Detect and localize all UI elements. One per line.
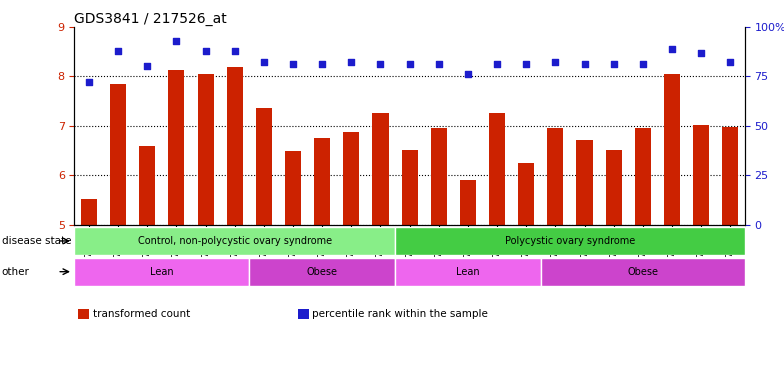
Point (374, 61, 387, 68)
Bar (81, 199, 97, 225)
Bar (74, 227, 395, 255)
Point (258, 60, 270, 66)
Point (287, 61, 299, 68)
Point (491, 61, 503, 68)
Point (695, 50, 707, 56)
Bar (249, 258, 395, 286)
Text: transformed count: transformed count (93, 309, 190, 319)
Point (637, 61, 649, 68)
Point (462, 71, 474, 78)
Text: Obese: Obese (307, 266, 338, 277)
Bar (664, 74, 680, 225)
Point (228, 48, 241, 54)
Bar (140, 146, 155, 225)
Bar (314, 138, 330, 225)
Bar (227, 68, 243, 225)
Text: percentile rank within the sample: percentile rank within the sample (312, 309, 488, 319)
Text: other: other (2, 266, 30, 277)
Bar (401, 151, 418, 225)
Text: disease state: disease state (2, 236, 71, 246)
Bar (395, 258, 541, 286)
Bar (198, 74, 214, 225)
Point (345, 60, 358, 66)
Point (724, 60, 736, 66)
Bar (635, 128, 651, 225)
Point (666, 46, 678, 52)
Point (520, 61, 532, 68)
Bar (256, 108, 272, 225)
Bar (74, 258, 249, 286)
Bar (605, 151, 622, 225)
Text: Polycystic ovary syndrome: Polycystic ovary syndrome (505, 236, 635, 246)
Point (112, 48, 125, 54)
Point (141, 63, 154, 70)
Text: Lean: Lean (150, 266, 174, 277)
Text: Obese: Obese (627, 266, 659, 277)
Bar (395, 227, 745, 255)
Text: GDS3841 / 217526_at: GDS3841 / 217526_at (74, 12, 227, 26)
Point (316, 61, 328, 68)
Point (579, 61, 591, 68)
Point (199, 48, 212, 54)
Point (433, 61, 445, 68)
Bar (576, 140, 593, 225)
Bar (343, 132, 359, 225)
Bar (169, 70, 184, 225)
Point (549, 60, 561, 66)
Bar (372, 113, 389, 225)
Bar (285, 151, 301, 225)
Bar (722, 127, 739, 225)
Text: Lean: Lean (456, 266, 480, 277)
Bar (430, 128, 447, 225)
Bar (489, 113, 505, 225)
Bar (541, 258, 745, 286)
Bar (547, 128, 564, 225)
Point (403, 61, 416, 68)
Bar (518, 163, 534, 225)
Bar (460, 180, 476, 225)
Bar (693, 125, 709, 225)
Point (170, 38, 183, 44)
Text: Control, non-polycystic ovary syndrome: Control, non-polycystic ovary syndrome (138, 236, 332, 246)
Bar (111, 84, 126, 225)
Point (83, 79, 96, 85)
Point (608, 61, 620, 68)
